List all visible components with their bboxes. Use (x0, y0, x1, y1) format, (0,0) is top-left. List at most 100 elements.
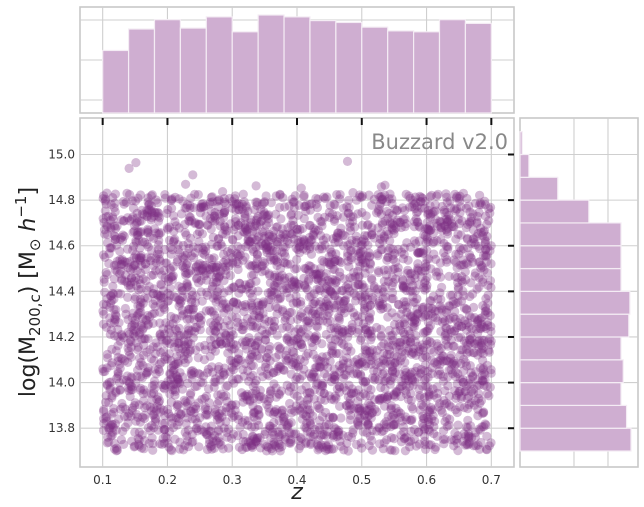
data-point (146, 426, 155, 435)
data-point (181, 180, 190, 189)
data-point (174, 240, 183, 249)
data-point (238, 365, 247, 374)
data-point (323, 318, 332, 327)
data-point (320, 369, 329, 378)
data-point (271, 302, 280, 311)
data-point (220, 194, 229, 203)
data-point (201, 345, 210, 354)
data-point (168, 272, 177, 281)
data-point (304, 275, 313, 284)
data-point (280, 202, 289, 211)
data-point (193, 426, 202, 435)
data-point (206, 427, 215, 436)
x-tick-label: 0.7 (482, 473, 501, 487)
data-point (343, 157, 352, 166)
data-point (137, 322, 146, 331)
data-point (216, 221, 225, 230)
data-point (360, 283, 369, 292)
data-point (440, 239, 449, 248)
data-point (239, 325, 248, 334)
data-point (486, 383, 495, 392)
data-point (305, 369, 314, 378)
data-point (363, 420, 372, 429)
data-point (187, 216, 196, 225)
data-point (291, 359, 300, 368)
data-point (461, 275, 470, 284)
data-point (188, 366, 197, 375)
data-point (116, 289, 125, 298)
data-point (349, 357, 358, 366)
data-point (450, 436, 459, 445)
data-point (336, 190, 345, 199)
data-point (229, 330, 238, 339)
top-histogram-bar (206, 17, 232, 113)
data-point (233, 259, 242, 268)
data-point (142, 368, 151, 377)
data-point (311, 312, 320, 321)
data-point (168, 319, 177, 328)
data-point (220, 206, 229, 215)
data-point (292, 401, 301, 410)
data-point (180, 441, 189, 450)
data-point (421, 327, 430, 336)
top-histogram-bar (284, 17, 310, 113)
data-point (308, 411, 317, 420)
top-histogram-bar (154, 20, 180, 113)
data-point (299, 192, 308, 201)
data-point (270, 408, 279, 417)
data-point (265, 327, 274, 336)
data-point (387, 413, 396, 422)
data-point (338, 332, 347, 341)
data-point (408, 322, 417, 331)
data-point (423, 210, 432, 219)
data-point (113, 372, 122, 381)
data-point (131, 417, 140, 426)
data-point (202, 306, 211, 315)
y-axis-label-close: ] (16, 187, 41, 196)
data-point (233, 250, 242, 259)
data-point (312, 331, 321, 340)
data-point (244, 260, 253, 269)
data-point (464, 318, 473, 327)
data-point (421, 374, 430, 383)
y-tick-label: 15.0 (48, 147, 75, 161)
data-point (462, 194, 471, 203)
data-point (203, 220, 212, 229)
data-point (137, 298, 146, 307)
data-point (186, 389, 195, 398)
data-point (111, 190, 120, 199)
data-point (378, 394, 387, 403)
data-point (250, 311, 259, 320)
data-point (174, 374, 183, 383)
data-point (437, 283, 446, 292)
data-point (461, 267, 470, 276)
data-point (217, 412, 226, 421)
data-point (408, 404, 417, 413)
data-point (233, 431, 242, 440)
data-point (462, 349, 471, 358)
data-point (427, 296, 436, 305)
data-point (123, 245, 132, 254)
data-point (213, 391, 222, 400)
data-point (159, 303, 168, 312)
data-point (301, 438, 310, 447)
right-histogram-bar (520, 360, 623, 383)
data-point (178, 306, 187, 315)
data-point (273, 258, 282, 267)
data-point (449, 222, 458, 231)
data-point (134, 285, 143, 294)
data-point (188, 170, 197, 179)
data-point (309, 231, 318, 240)
data-point (419, 246, 428, 255)
data-point (484, 291, 493, 300)
data-point (358, 357, 367, 366)
data-point (419, 422, 428, 431)
data-point (232, 313, 241, 322)
data-point (175, 223, 184, 232)
data-point (342, 386, 351, 395)
data-point (388, 308, 397, 317)
data-point (414, 309, 423, 318)
data-point (169, 262, 178, 271)
data-point (136, 227, 145, 236)
data-point (278, 324, 287, 333)
